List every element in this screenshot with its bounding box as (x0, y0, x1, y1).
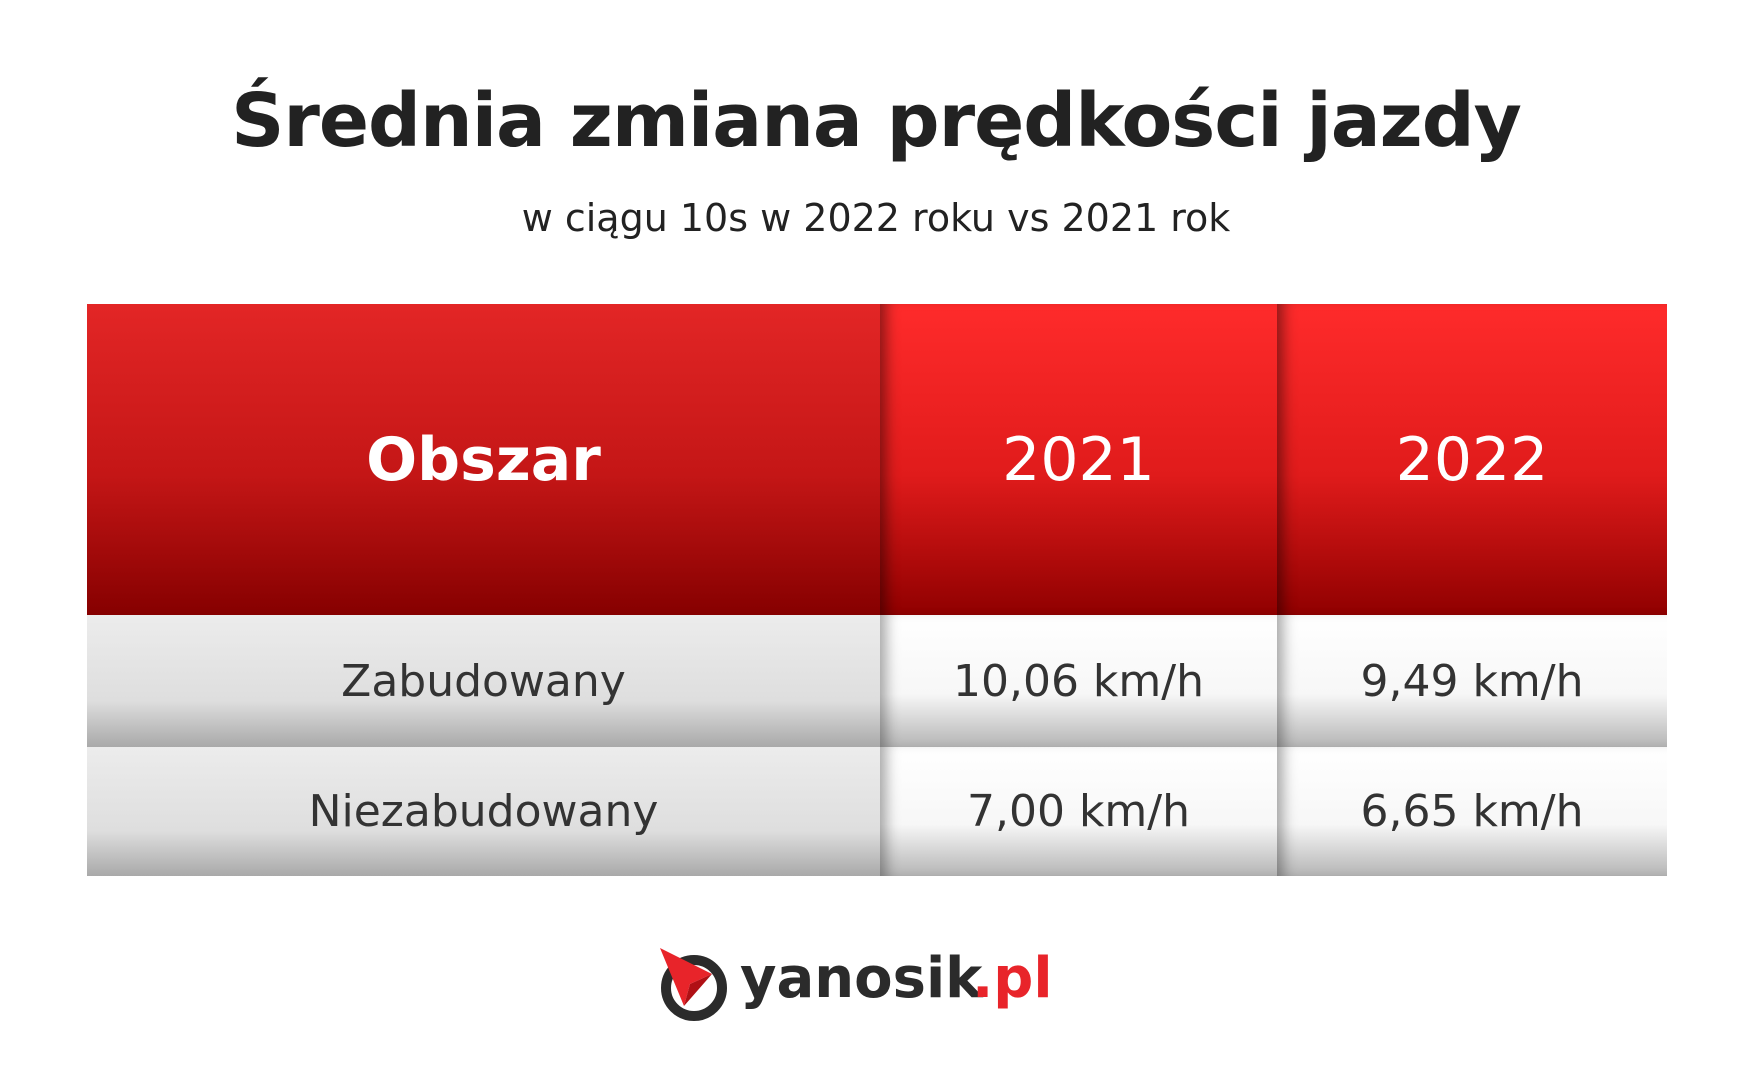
column-header: 2022 (1277, 304, 1667, 615)
title: Średnia zmiana prędkości jazdy (231, 78, 1522, 164)
subtitle: w ciągu 10s w 2022 roku vs 2021 rok (521, 196, 1231, 240)
column-header: Obszar (87, 304, 880, 615)
table-cell: 7,00 km/h (880, 747, 1277, 876)
table-cell: 6,65 km/h (1277, 747, 1667, 876)
column-header: 2021 (880, 304, 1277, 615)
table-cell: Niezabudowany (87, 747, 880, 876)
table-cell: Zabudowany (87, 615, 880, 747)
table-cell: 10,06 km/h (880, 615, 1277, 747)
logo: yanosik .pl (654, 944, 1114, 1024)
logo-name: yanosik (740, 946, 983, 1011)
logo-domain: .pl (972, 946, 1053, 1011)
logo-icon (660, 948, 727, 1021)
table-cell: 9,49 km/h (1277, 615, 1667, 747)
